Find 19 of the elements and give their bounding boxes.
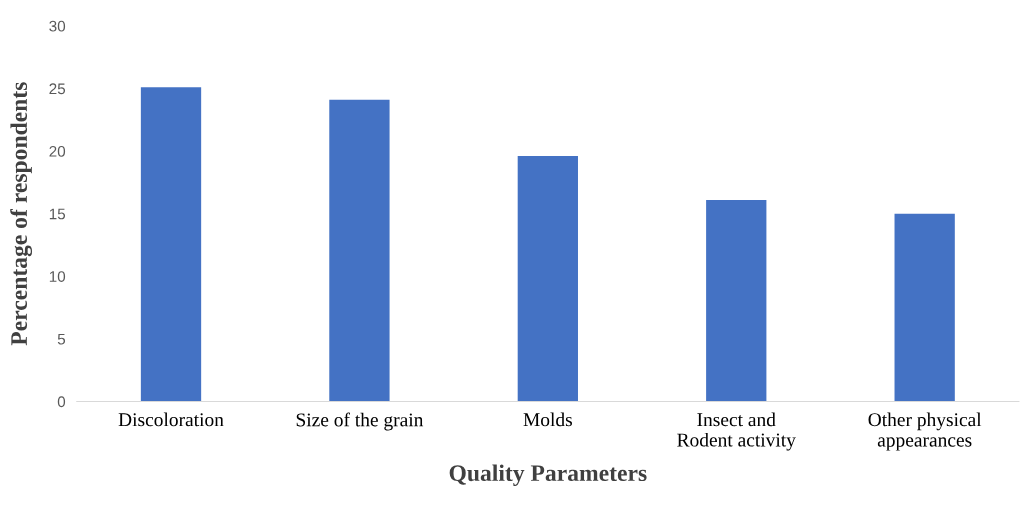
- bar: [894, 213, 955, 402]
- y-tick-label: 5: [57, 333, 66, 345]
- bar: [517, 156, 578, 402]
- y-tick-label: 25: [49, 83, 66, 95]
- y-tick-label: 10: [49, 271, 66, 282]
- x-tick-label: Insect and Rodent activity: [677, 412, 796, 451]
- y-tick-label: 0: [57, 396, 66, 408]
- x-tick-label: Molds: [523, 412, 572, 427]
- bar: [140, 87, 202, 402]
- bar: [329, 99, 390, 402]
- x-axis-title: Quality Parameters: [449, 464, 647, 486]
- x-tick-label: Discoloration: [118, 412, 224, 427]
- y-axis-title: Percentage of respondents: [10, 82, 33, 346]
- y-tick-label: 30: [49, 20, 66, 32]
- y-tick-label: 15: [49, 208, 66, 220]
- y-tick-label: 20: [49, 145, 66, 157]
- x-tick-label: Other physical appearances: [868, 412, 982, 451]
- bar: [706, 199, 767, 402]
- x-tick-label: Size of the grain: [296, 412, 424, 431]
